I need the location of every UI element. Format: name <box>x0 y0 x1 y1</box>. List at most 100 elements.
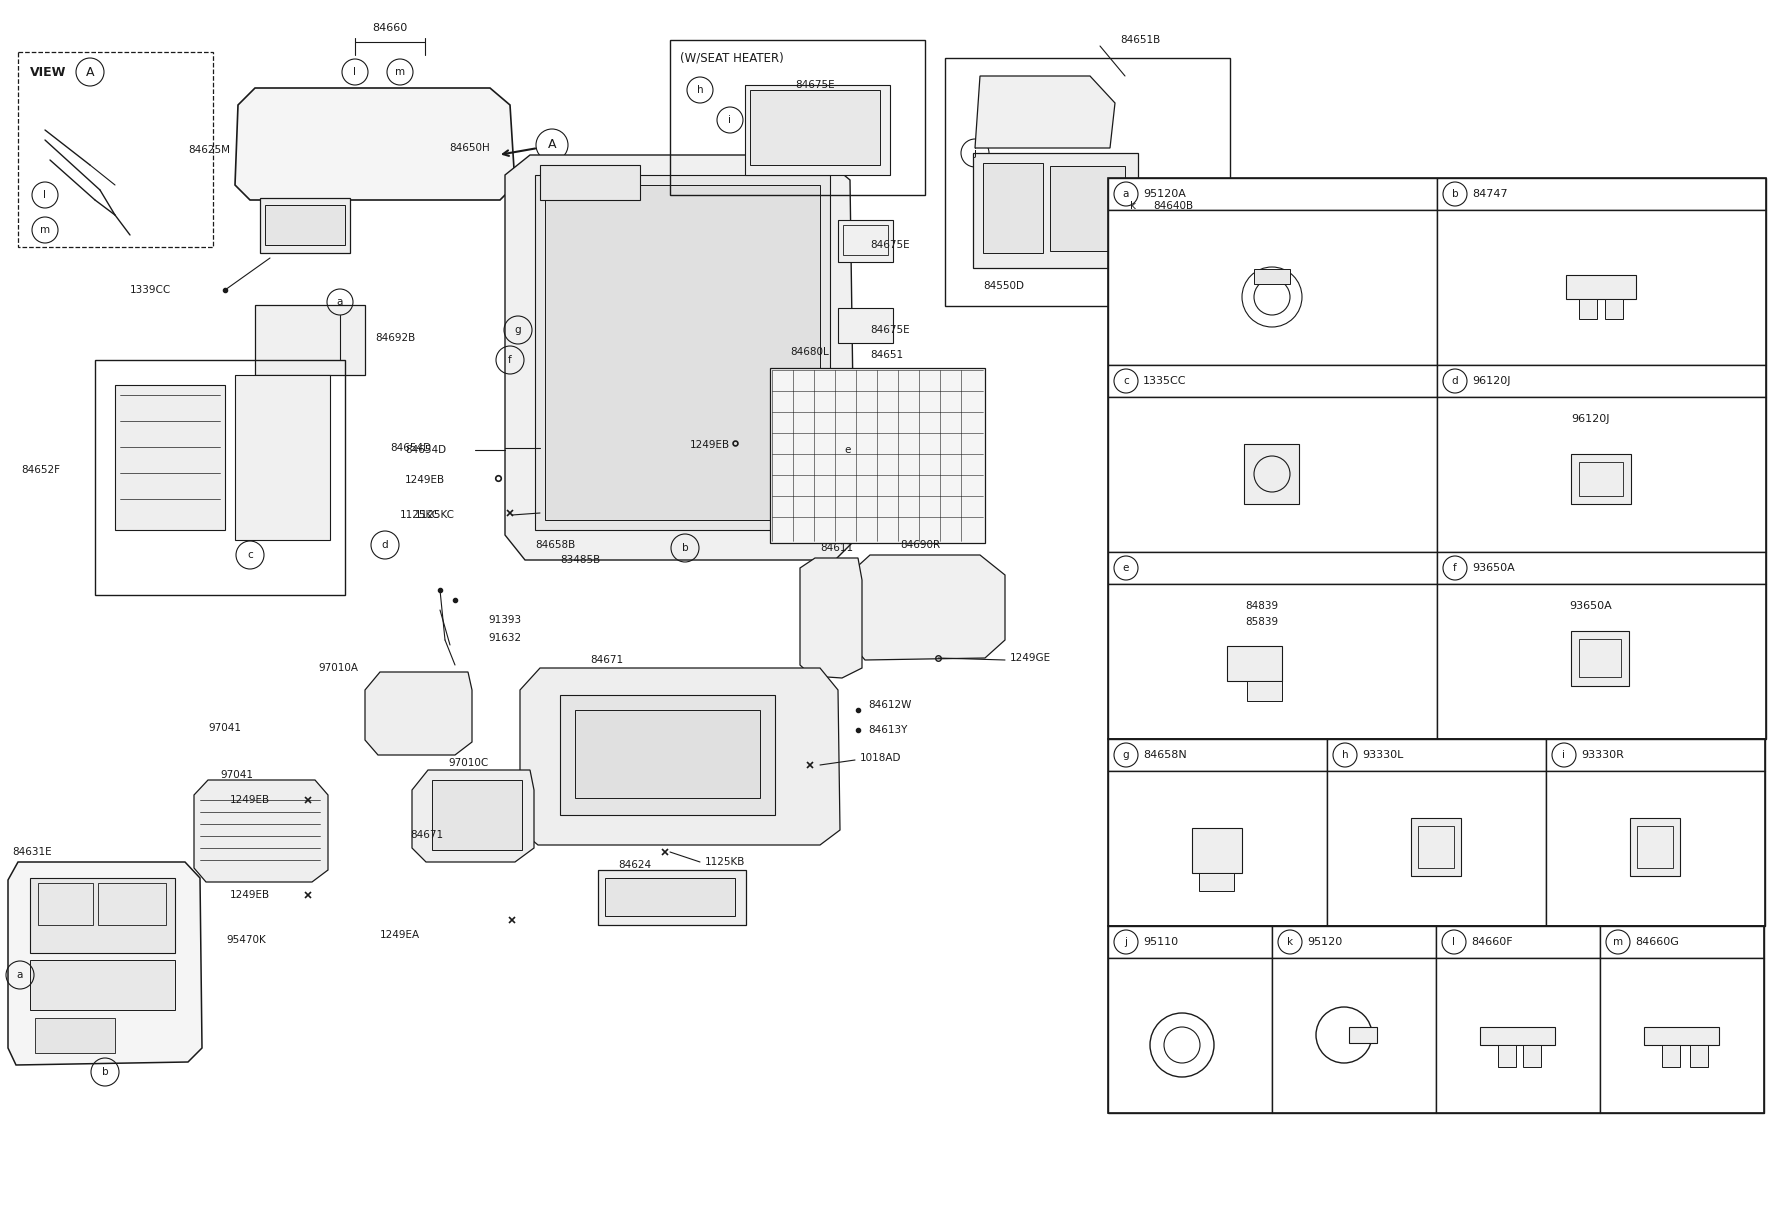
Bar <box>944 58 1230 306</box>
Text: (W/SEAT HEATER): (W/SEAT HEATER) <box>680 52 783 64</box>
Text: l: l <box>44 190 46 200</box>
Bar <box>1579 463 1623 497</box>
Bar <box>35 1018 115 1054</box>
Text: 1125KB: 1125KB <box>705 857 746 867</box>
Bar <box>744 85 890 176</box>
Text: 1249EB: 1249EB <box>689 440 730 450</box>
Text: l: l <box>353 67 356 78</box>
Bar <box>1108 210 1437 365</box>
Text: k: k <box>1286 937 1294 947</box>
Text: 84660G: 84660G <box>1636 937 1678 947</box>
Text: m: m <box>1613 937 1623 947</box>
Polygon shape <box>9 862 202 1064</box>
Text: 84631E: 84631E <box>12 846 51 857</box>
Bar <box>1226 645 1281 681</box>
Text: 95470K: 95470K <box>227 935 266 945</box>
Bar <box>37 883 92 925</box>
Bar <box>1108 552 1437 584</box>
Polygon shape <box>236 88 516 200</box>
Bar <box>1435 958 1600 1113</box>
Text: c: c <box>246 550 253 559</box>
Bar <box>1247 681 1281 701</box>
Text: VIEW: VIEW <box>30 65 66 79</box>
Bar <box>1108 739 1327 771</box>
Bar <box>1637 826 1673 868</box>
Text: e: e <box>845 444 851 455</box>
Text: 1249EA: 1249EA <box>379 930 420 940</box>
Bar <box>1435 926 1600 958</box>
Bar <box>1437 178 1767 210</box>
Text: A: A <box>548 138 556 151</box>
Text: a: a <box>16 970 23 980</box>
Bar <box>1579 639 1621 677</box>
Polygon shape <box>975 76 1115 148</box>
Text: i: i <box>728 115 732 125</box>
Text: j: j <box>1125 937 1127 947</box>
Bar <box>983 163 1044 253</box>
Bar <box>97 883 167 925</box>
Bar <box>96 360 346 595</box>
Text: 84611: 84611 <box>820 543 852 553</box>
Text: b: b <box>682 543 688 553</box>
Text: 93650A: 93650A <box>1570 601 1613 612</box>
Bar <box>1690 1045 1708 1067</box>
Text: 85839: 85839 <box>1246 616 1279 627</box>
Text: m: m <box>41 225 50 235</box>
Text: h: h <box>1341 750 1348 761</box>
Bar <box>1244 444 1299 504</box>
Bar <box>1662 1045 1680 1067</box>
Text: a: a <box>337 297 344 308</box>
Text: c: c <box>1123 375 1129 386</box>
Text: 97041: 97041 <box>220 770 253 780</box>
Text: 84658B: 84658B <box>535 540 576 550</box>
Bar <box>1108 584 1437 739</box>
Text: 84690R: 84690R <box>900 540 941 550</box>
Bar <box>1108 397 1437 552</box>
Bar <box>1108 178 1437 210</box>
Text: k: k <box>1131 201 1136 211</box>
Text: 84613Y: 84613Y <box>868 725 907 735</box>
Text: 93330L: 93330L <box>1363 750 1403 761</box>
Bar <box>1418 826 1455 868</box>
Text: 1249EB: 1249EB <box>230 890 269 900</box>
Bar <box>1437 210 1767 365</box>
Bar <box>750 90 881 165</box>
Bar <box>535 176 829 530</box>
Text: j: j <box>973 148 976 157</box>
Bar <box>1644 1027 1719 1045</box>
Bar <box>1108 739 1765 926</box>
Bar <box>771 368 985 543</box>
Bar <box>1327 771 1545 926</box>
Bar <box>1600 958 1763 1113</box>
Bar <box>838 220 893 262</box>
Bar <box>1480 1027 1556 1045</box>
Text: d: d <box>381 540 388 550</box>
Bar <box>30 878 175 953</box>
Bar <box>1437 397 1767 552</box>
Bar <box>115 385 225 530</box>
Text: d: d <box>1451 375 1458 386</box>
Bar <box>255 305 365 375</box>
Bar <box>560 695 774 815</box>
Bar <box>236 375 330 540</box>
Bar <box>574 710 760 798</box>
Polygon shape <box>849 555 1005 660</box>
Bar <box>1200 873 1233 891</box>
Bar <box>266 205 346 245</box>
Text: 84675E: 84675E <box>870 240 909 249</box>
Bar <box>1108 771 1327 926</box>
Text: e: e <box>1123 563 1129 573</box>
Bar <box>1566 275 1636 299</box>
Bar <box>1108 926 1272 958</box>
Bar <box>1437 552 1767 584</box>
Text: 84660F: 84660F <box>1471 937 1513 947</box>
Text: 84550D: 84550D <box>983 281 1024 291</box>
Polygon shape <box>799 558 861 678</box>
Text: i: i <box>1563 750 1565 761</box>
Bar <box>260 199 351 253</box>
Text: b: b <box>1451 189 1458 199</box>
Text: 91632: 91632 <box>487 633 521 643</box>
Text: 84671: 84671 <box>590 655 624 665</box>
Text: 1125KC: 1125KC <box>415 510 455 520</box>
Bar <box>1605 299 1623 318</box>
